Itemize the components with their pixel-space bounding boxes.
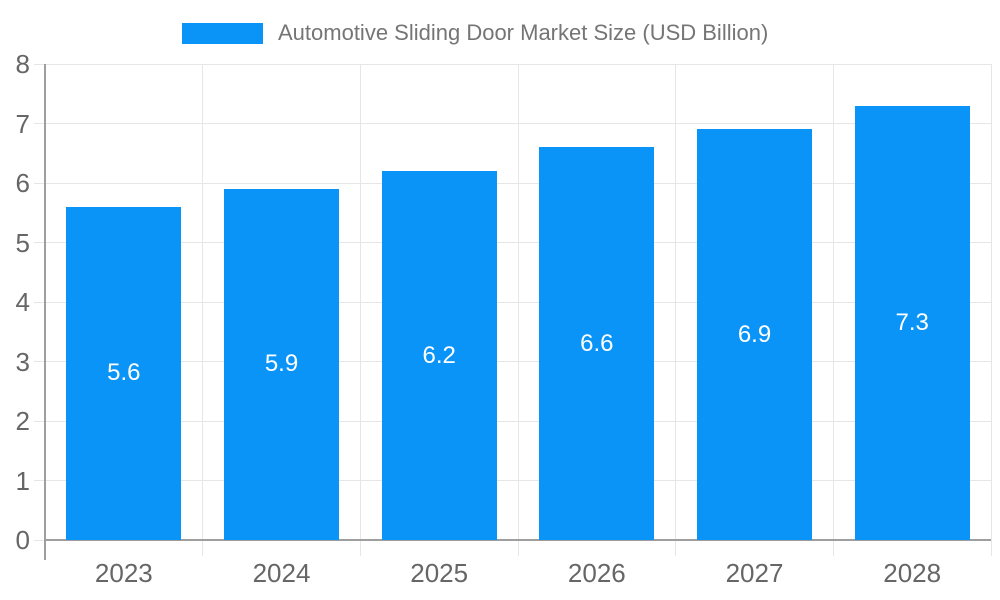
bar-value-label: 6.2: [422, 341, 456, 369]
x-axis-line: [45, 539, 991, 541]
y-axis-tick: [34, 63, 45, 65]
bar-2025[interactable]: 6.2: [381, 171, 497, 540]
h-gridline: [45, 361, 991, 362]
y-axis-tick: [34, 480, 45, 481]
x-tick-label: 2028: [883, 558, 942, 588]
y-axis-line: [44, 64, 46, 560]
h-gridline: [45, 182, 991, 184]
x-tick-label: 2024: [252, 558, 311, 588]
h-gridline: [45, 480, 991, 481]
y-axis-tick: [34, 123, 45, 124]
x-tick-label: 2023: [94, 558, 153, 588]
y-tick-label: 5: [15, 227, 30, 258]
y-tick-label: 3: [15, 346, 30, 377]
h-gridline: [45, 63, 991, 65]
v-gridline: [675, 64, 677, 556]
bar-value-label: 6.9: [737, 320, 772, 348]
v-gridline: [832, 64, 834, 556]
bar-2026[interactable]: 6.6: [539, 147, 655, 540]
y-tick-label: 8: [15, 49, 30, 79]
y-axis-tick: [34, 361, 45, 362]
y-axis-tick: [34, 539, 45, 541]
y-tick-label: 2: [15, 406, 30, 436]
bar-2023[interactable]: 5.6: [66, 206, 182, 540]
y-tick-label: 6: [15, 168, 30, 198]
v-gridline: [990, 64, 992, 556]
bar-value-label: 7.3: [895, 308, 929, 336]
bar-2027[interactable]: 6.9: [697, 129, 812, 540]
y-tick-label: 0: [15, 525, 30, 555]
legend-swatch: [182, 22, 263, 44]
h-gridline: [45, 242, 991, 243]
y-axis-tick: [34, 301, 45, 303]
bar-2028[interactable]: 7.3: [854, 105, 970, 540]
h-gridline: [45, 420, 991, 422]
y-axis-tick: [34, 242, 45, 243]
legend-item[interactable]: Automotive Sliding Door Market Size (USD…: [182, 18, 768, 48]
y-tick-label: 7: [15, 108, 30, 139]
v-gridline: [517, 64, 519, 556]
y-tick-label: 1: [15, 465, 30, 496]
v-gridline: [359, 64, 361, 556]
y-tick-label: 4: [15, 287, 30, 317]
h-gridline: [45, 301, 991, 303]
bar-value-label: 6.6: [580, 329, 614, 357]
x-tick-label: 2026: [567, 558, 626, 588]
y-axis-tick: [34, 182, 45, 184]
legend-label: Automotive Sliding Door Market Size (USD…: [278, 20, 769, 45]
bar-2024[interactable]: 5.9: [224, 188, 339, 540]
h-gridline: [45, 123, 991, 124]
y-axis-tick: [34, 420, 45, 422]
x-tick-label: 2027: [725, 558, 784, 588]
x-tick-label: 2025: [410, 558, 469, 588]
bar-value-label: 5.6: [107, 359, 141, 387]
v-gridline: [202, 64, 204, 556]
bar-value-label: 5.9: [264, 350, 299, 378]
